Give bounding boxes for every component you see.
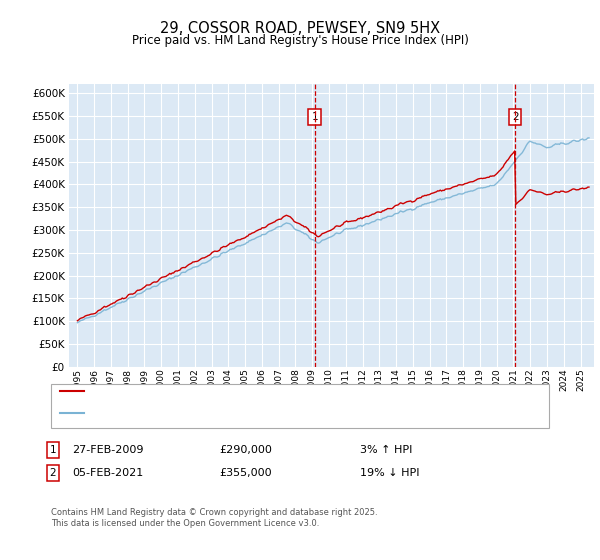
Text: 1: 1 xyxy=(311,112,318,122)
Text: 1: 1 xyxy=(49,445,56,455)
Text: Contains HM Land Registry data © Crown copyright and database right 2025.
This d: Contains HM Land Registry data © Crown c… xyxy=(51,508,377,528)
Text: £290,000: £290,000 xyxy=(219,445,272,455)
Text: 3% ↑ HPI: 3% ↑ HPI xyxy=(360,445,412,455)
Text: 05-FEB-2021: 05-FEB-2021 xyxy=(72,468,143,478)
Text: 27-FEB-2009: 27-FEB-2009 xyxy=(72,445,143,455)
Text: 2: 2 xyxy=(49,468,56,478)
Text: 2: 2 xyxy=(512,112,518,122)
Text: 19% ↓ HPI: 19% ↓ HPI xyxy=(360,468,419,478)
Text: 29, COSSOR ROAD, PEWSEY, SN9 5HX: 29, COSSOR ROAD, PEWSEY, SN9 5HX xyxy=(160,21,440,36)
Text: 29, COSSOR ROAD, PEWSEY, SN9 5HX (detached house): 29, COSSOR ROAD, PEWSEY, SN9 5HX (detach… xyxy=(90,386,384,396)
Text: HPI: Average price, detached house, Wiltshire: HPI: Average price, detached house, Wilt… xyxy=(90,408,329,418)
Text: Price paid vs. HM Land Registry's House Price Index (HPI): Price paid vs. HM Land Registry's House … xyxy=(131,34,469,46)
Text: £355,000: £355,000 xyxy=(219,468,272,478)
